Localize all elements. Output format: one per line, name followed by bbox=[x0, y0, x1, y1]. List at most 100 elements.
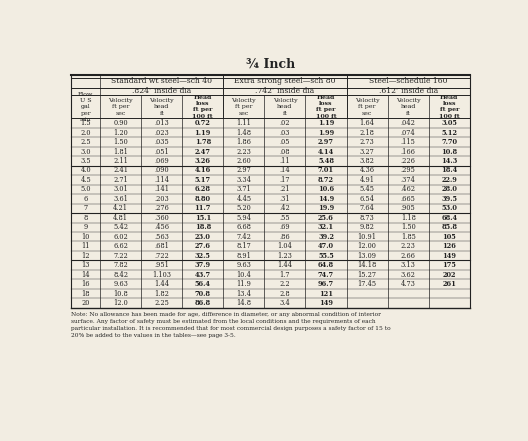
Text: .074: .074 bbox=[401, 129, 416, 137]
Text: 15.1: 15.1 bbox=[195, 214, 211, 222]
Text: 32.1: 32.1 bbox=[318, 223, 334, 231]
Text: 2.66: 2.66 bbox=[401, 252, 416, 260]
Text: 5.0: 5.0 bbox=[80, 185, 91, 194]
Text: 9.63: 9.63 bbox=[113, 280, 128, 288]
Text: 0.90: 0.90 bbox=[114, 119, 128, 127]
Text: 1.50: 1.50 bbox=[401, 223, 416, 231]
Text: 1.50: 1.50 bbox=[114, 138, 128, 146]
Text: .17: .17 bbox=[280, 176, 290, 184]
Text: 11: 11 bbox=[81, 242, 90, 250]
Text: 2.47: 2.47 bbox=[195, 148, 211, 156]
Text: 17.45: 17.45 bbox=[357, 280, 376, 288]
Text: Flow
U S
gal
per
min: Flow U S gal per min bbox=[78, 92, 93, 122]
Text: 56.4: 56.4 bbox=[195, 280, 211, 288]
Text: 2.11: 2.11 bbox=[113, 157, 128, 165]
Text: 43.7: 43.7 bbox=[195, 271, 211, 279]
Text: 1.7: 1.7 bbox=[280, 271, 290, 279]
Text: 8.91: 8.91 bbox=[237, 252, 251, 260]
Text: 23.0: 23.0 bbox=[195, 233, 211, 241]
Text: .374: .374 bbox=[401, 176, 416, 184]
Text: .31: .31 bbox=[280, 195, 290, 203]
Text: .905: .905 bbox=[401, 204, 416, 213]
Text: 32.5: 32.5 bbox=[195, 252, 211, 260]
Text: 8.80: 8.80 bbox=[195, 195, 211, 203]
Text: .742″ inside dia: .742″ inside dia bbox=[256, 87, 315, 95]
Text: .013: .013 bbox=[154, 119, 169, 127]
Text: .462: .462 bbox=[401, 185, 416, 194]
Text: 4.81: 4.81 bbox=[113, 214, 128, 222]
Text: .295: .295 bbox=[401, 166, 416, 175]
Text: 5.94: 5.94 bbox=[237, 214, 251, 222]
Text: .665: .665 bbox=[401, 195, 416, 203]
Text: 1.82: 1.82 bbox=[154, 290, 169, 298]
Text: .069: .069 bbox=[154, 157, 169, 165]
Text: 39.2: 39.2 bbox=[318, 233, 334, 241]
Text: 1.85: 1.85 bbox=[401, 233, 416, 241]
Text: 13.4: 13.4 bbox=[237, 290, 251, 298]
Text: 1.44: 1.44 bbox=[277, 261, 293, 269]
Text: Steel—schedule 160: Steel—schedule 160 bbox=[369, 78, 447, 86]
Text: 2.18: 2.18 bbox=[360, 129, 374, 137]
Text: 10.4: 10.4 bbox=[237, 271, 251, 279]
Text: 2.2: 2.2 bbox=[280, 280, 290, 288]
Text: 3.5: 3.5 bbox=[80, 157, 91, 165]
Text: 3.4: 3.4 bbox=[279, 299, 290, 307]
Text: 6.28: 6.28 bbox=[195, 185, 211, 194]
Text: .722: .722 bbox=[154, 252, 169, 260]
Text: 2.60: 2.60 bbox=[237, 157, 251, 165]
Text: 5.48: 5.48 bbox=[318, 157, 334, 165]
Text: 25.6: 25.6 bbox=[318, 214, 334, 222]
Text: 5.17: 5.17 bbox=[195, 176, 211, 184]
Text: 20: 20 bbox=[81, 299, 90, 307]
Text: 1.20: 1.20 bbox=[114, 129, 128, 137]
Text: 47.0: 47.0 bbox=[318, 242, 334, 250]
Text: 3.27: 3.27 bbox=[360, 148, 374, 156]
Text: 14.3: 14.3 bbox=[441, 157, 457, 165]
Text: 3.71: 3.71 bbox=[237, 185, 251, 194]
Text: 1.103: 1.103 bbox=[152, 271, 171, 279]
Text: 4.0: 4.0 bbox=[80, 166, 91, 175]
Text: 55.5: 55.5 bbox=[318, 252, 334, 260]
Text: .42: .42 bbox=[279, 204, 290, 213]
Text: 6.68: 6.68 bbox=[237, 223, 251, 231]
Text: 18: 18 bbox=[81, 290, 90, 298]
Text: 10.8: 10.8 bbox=[441, 148, 457, 156]
Text: Head
loss
ft per
100 ft: Head loss ft per 100 ft bbox=[192, 95, 213, 119]
Text: 8: 8 bbox=[83, 214, 88, 222]
Text: Velocity
head
ft: Velocity head ft bbox=[272, 98, 297, 116]
Text: .55: .55 bbox=[280, 214, 290, 222]
Text: .21: .21 bbox=[280, 185, 290, 194]
Text: 19.9: 19.9 bbox=[318, 204, 334, 213]
Text: 4.5: 4.5 bbox=[80, 176, 91, 184]
Text: 2.23: 2.23 bbox=[401, 242, 416, 250]
Text: 126: 126 bbox=[442, 242, 456, 250]
Text: 2.97: 2.97 bbox=[237, 166, 251, 175]
Text: 6.02: 6.02 bbox=[114, 233, 128, 241]
Text: 7.42: 7.42 bbox=[237, 233, 251, 241]
Text: .166: .166 bbox=[401, 148, 416, 156]
Text: 2.5: 2.5 bbox=[80, 138, 91, 146]
Text: 6.54: 6.54 bbox=[360, 195, 374, 203]
Text: 96.7: 96.7 bbox=[318, 280, 334, 288]
Text: 2.73: 2.73 bbox=[360, 138, 374, 146]
Text: 11.9: 11.9 bbox=[237, 280, 251, 288]
Text: 74.7: 74.7 bbox=[318, 271, 334, 279]
Text: .681: .681 bbox=[154, 242, 169, 250]
Text: 1.81: 1.81 bbox=[113, 148, 128, 156]
Text: 3.05: 3.05 bbox=[441, 119, 457, 127]
Text: 2.0: 2.0 bbox=[80, 129, 91, 137]
Text: 39.5: 39.5 bbox=[441, 195, 457, 203]
Text: 15.27: 15.27 bbox=[357, 271, 376, 279]
Text: .051: .051 bbox=[154, 148, 169, 156]
Text: 37.9: 37.9 bbox=[195, 261, 211, 269]
Text: .360: .360 bbox=[154, 214, 169, 222]
Text: 4.91: 4.91 bbox=[360, 176, 374, 184]
Text: 1.99: 1.99 bbox=[318, 129, 334, 137]
Text: .276: .276 bbox=[154, 204, 169, 213]
Text: 1.48: 1.48 bbox=[237, 129, 251, 137]
Text: 149: 149 bbox=[319, 299, 333, 307]
Text: Velocity
head
ft: Velocity head ft bbox=[149, 98, 174, 116]
Text: Velocity
ft per
sec: Velocity ft per sec bbox=[232, 98, 256, 116]
Text: 13: 13 bbox=[81, 261, 90, 269]
Text: 14.18: 14.18 bbox=[357, 261, 376, 269]
